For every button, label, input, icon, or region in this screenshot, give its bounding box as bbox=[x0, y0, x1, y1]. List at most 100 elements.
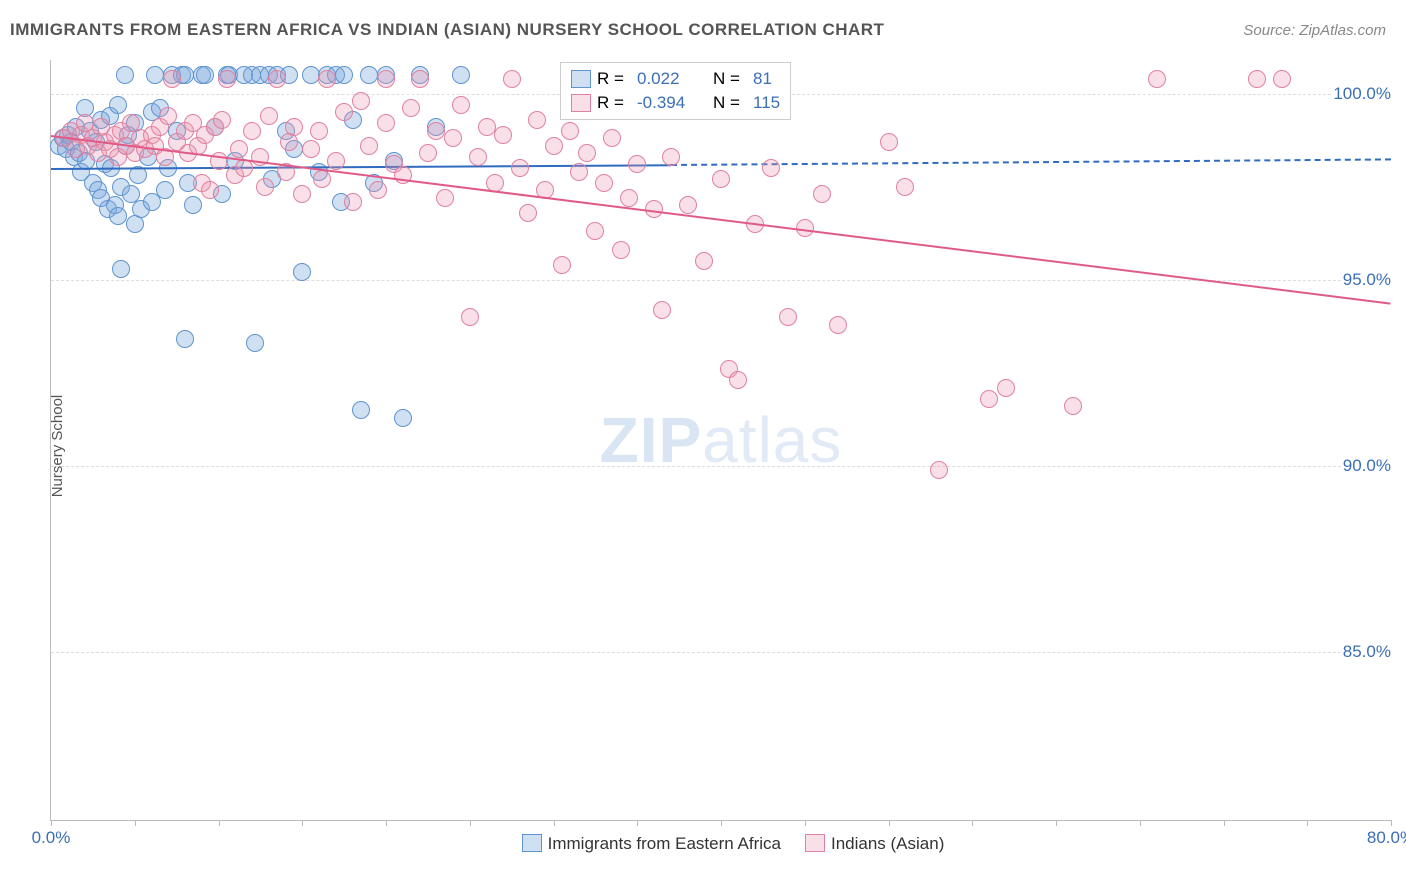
x-tick bbox=[972, 820, 973, 826]
data-point-eastern_africa bbox=[116, 66, 134, 84]
data-point-indians bbox=[503, 70, 521, 88]
x-tick bbox=[805, 820, 806, 826]
data-point-indians bbox=[653, 301, 671, 319]
x-tick bbox=[554, 820, 555, 826]
data-point-indians bbox=[519, 204, 537, 222]
data-point-indians bbox=[243, 122, 261, 140]
data-point-indians bbox=[1148, 70, 1166, 88]
data-point-indians bbox=[553, 256, 571, 274]
legend-label: Indians (Asian) bbox=[831, 834, 944, 853]
x-tick bbox=[135, 820, 136, 826]
x-tick bbox=[1140, 820, 1141, 826]
data-point-indians bbox=[679, 196, 697, 214]
x-tick bbox=[470, 820, 471, 826]
x-tick bbox=[889, 820, 890, 826]
x-tick bbox=[302, 820, 303, 826]
data-point-indians bbox=[570, 163, 588, 181]
data-point-indians bbox=[528, 111, 546, 129]
data-point-eastern_africa bbox=[184, 196, 202, 214]
data-point-indians bbox=[729, 371, 747, 389]
data-point-eastern_africa bbox=[109, 96, 127, 114]
data-point-indians bbox=[469, 148, 487, 166]
x-tick bbox=[1224, 820, 1225, 826]
data-point-indians bbox=[695, 252, 713, 270]
legend-swatch bbox=[522, 834, 542, 852]
data-point-indians bbox=[163, 70, 181, 88]
data-point-eastern_africa bbox=[360, 66, 378, 84]
y-tick-label: 90.0% bbox=[1341, 456, 1393, 476]
data-point-eastern_africa bbox=[156, 181, 174, 199]
y-tick-label: 85.0% bbox=[1341, 642, 1393, 662]
series-legend: Immigrants from Eastern Africa Indians (A… bbox=[51, 834, 1391, 854]
data-point-eastern_africa bbox=[246, 334, 264, 352]
legend-label: Immigrants from Eastern Africa bbox=[548, 834, 781, 853]
data-point-indians bbox=[1064, 397, 1082, 415]
data-point-indians bbox=[980, 390, 998, 408]
data-point-eastern_africa bbox=[196, 66, 214, 84]
source-prefix: Source: bbox=[1243, 22, 1299, 39]
data-point-indians bbox=[712, 170, 730, 188]
data-point-eastern_africa bbox=[452, 66, 470, 84]
data-point-indians bbox=[880, 133, 898, 151]
data-point-indians bbox=[603, 129, 621, 147]
legend-swatch bbox=[571, 70, 591, 88]
data-point-indians bbox=[1273, 70, 1291, 88]
data-point-indians bbox=[612, 241, 630, 259]
data-point-indians bbox=[285, 118, 303, 136]
correlation-legend-row: R = -0.394N = 115 bbox=[563, 91, 788, 115]
n-label: N = bbox=[713, 69, 747, 89]
x-tick bbox=[1391, 820, 1392, 826]
r-label: R = bbox=[597, 93, 631, 113]
data-point-eastern_africa bbox=[112, 260, 130, 278]
data-point-indians bbox=[561, 122, 579, 140]
x-tick bbox=[51, 820, 52, 826]
gridline-h bbox=[51, 280, 1391, 281]
data-point-indians bbox=[352, 92, 370, 110]
data-point-indians bbox=[344, 193, 362, 211]
data-point-indians bbox=[436, 189, 454, 207]
r-value: 0.022 bbox=[637, 69, 707, 89]
gridline-h bbox=[51, 466, 1391, 467]
legend-swatch bbox=[805, 834, 825, 852]
x-tick bbox=[1056, 820, 1057, 826]
data-point-indians bbox=[494, 126, 512, 144]
data-point-eastern_africa bbox=[293, 263, 311, 281]
x-tick bbox=[637, 820, 638, 826]
data-point-indians bbox=[762, 159, 780, 177]
data-point-indians bbox=[478, 118, 496, 136]
legend-swatch bbox=[571, 94, 591, 112]
data-point-indians bbox=[213, 111, 231, 129]
data-point-indians bbox=[369, 181, 387, 199]
data-point-eastern_africa bbox=[394, 409, 412, 427]
data-point-indians bbox=[896, 178, 914, 196]
correlation-legend: R = 0.022 N = 81R = -0.394N = 115 bbox=[560, 62, 791, 120]
data-point-indians bbox=[427, 122, 445, 140]
chart-title: IMMIGRANTS FROM EASTERN AFRICA VS INDIAN… bbox=[10, 20, 884, 40]
data-point-indians bbox=[829, 316, 847, 334]
data-point-indians bbox=[360, 137, 378, 155]
data-point-indians bbox=[268, 70, 286, 88]
data-point-indians bbox=[310, 122, 328, 140]
data-point-indians bbox=[452, 96, 470, 114]
data-point-indians bbox=[461, 308, 479, 326]
data-point-indians bbox=[419, 144, 437, 162]
data-point-indians bbox=[293, 185, 311, 203]
source-link[interactable]: ZipAtlas.com bbox=[1299, 22, 1386, 39]
data-point-eastern_africa bbox=[352, 401, 370, 419]
data-point-indians bbox=[628, 155, 646, 173]
chart-plot-area: ZIPatlas 85.0%90.0%95.0%100.0%0.0%80.0%I… bbox=[50, 60, 1391, 821]
correlation-legend-row: R = 0.022 N = 81 bbox=[563, 67, 788, 91]
data-point-indians bbox=[813, 185, 831, 203]
y-tick-label: 100.0% bbox=[1331, 84, 1393, 104]
data-point-indians bbox=[662, 148, 680, 166]
r-label: R = bbox=[597, 69, 631, 89]
n-value: 81 bbox=[753, 69, 772, 89]
data-point-indians bbox=[402, 99, 420, 117]
data-point-indians bbox=[302, 140, 320, 158]
data-point-indians bbox=[444, 129, 462, 147]
data-point-indians bbox=[930, 461, 948, 479]
data-point-eastern_africa bbox=[302, 66, 320, 84]
y-tick-label: 95.0% bbox=[1341, 270, 1393, 290]
data-point-indians bbox=[313, 170, 331, 188]
data-point-indians bbox=[997, 379, 1015, 397]
